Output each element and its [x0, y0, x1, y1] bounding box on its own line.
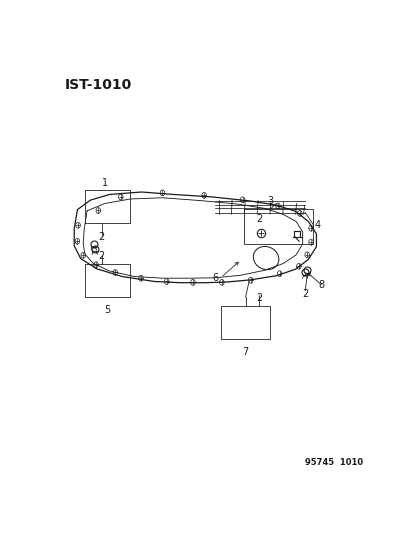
Text: 2: 2	[256, 214, 262, 224]
Text: 8: 8	[318, 280, 323, 290]
Text: IST-1010: IST-1010	[64, 78, 131, 92]
Text: 95745  1010: 95745 1010	[304, 458, 362, 467]
Bar	[244, 209, 313, 244]
Bar	[85, 264, 129, 297]
Text: 2: 2	[256, 293, 262, 303]
Text: 7: 7	[242, 347, 248, 357]
Text: 2: 2	[98, 232, 104, 242]
Text: 6: 6	[212, 273, 218, 283]
Bar	[85, 190, 129, 223]
Text: 1: 1	[102, 178, 108, 188]
Text: 2: 2	[301, 289, 308, 299]
Text: 5: 5	[104, 305, 110, 316]
Text: 3: 3	[267, 196, 273, 206]
Bar	[221, 306, 269, 339]
Text: 4: 4	[314, 220, 320, 230]
Text: 2: 2	[98, 251, 104, 261]
